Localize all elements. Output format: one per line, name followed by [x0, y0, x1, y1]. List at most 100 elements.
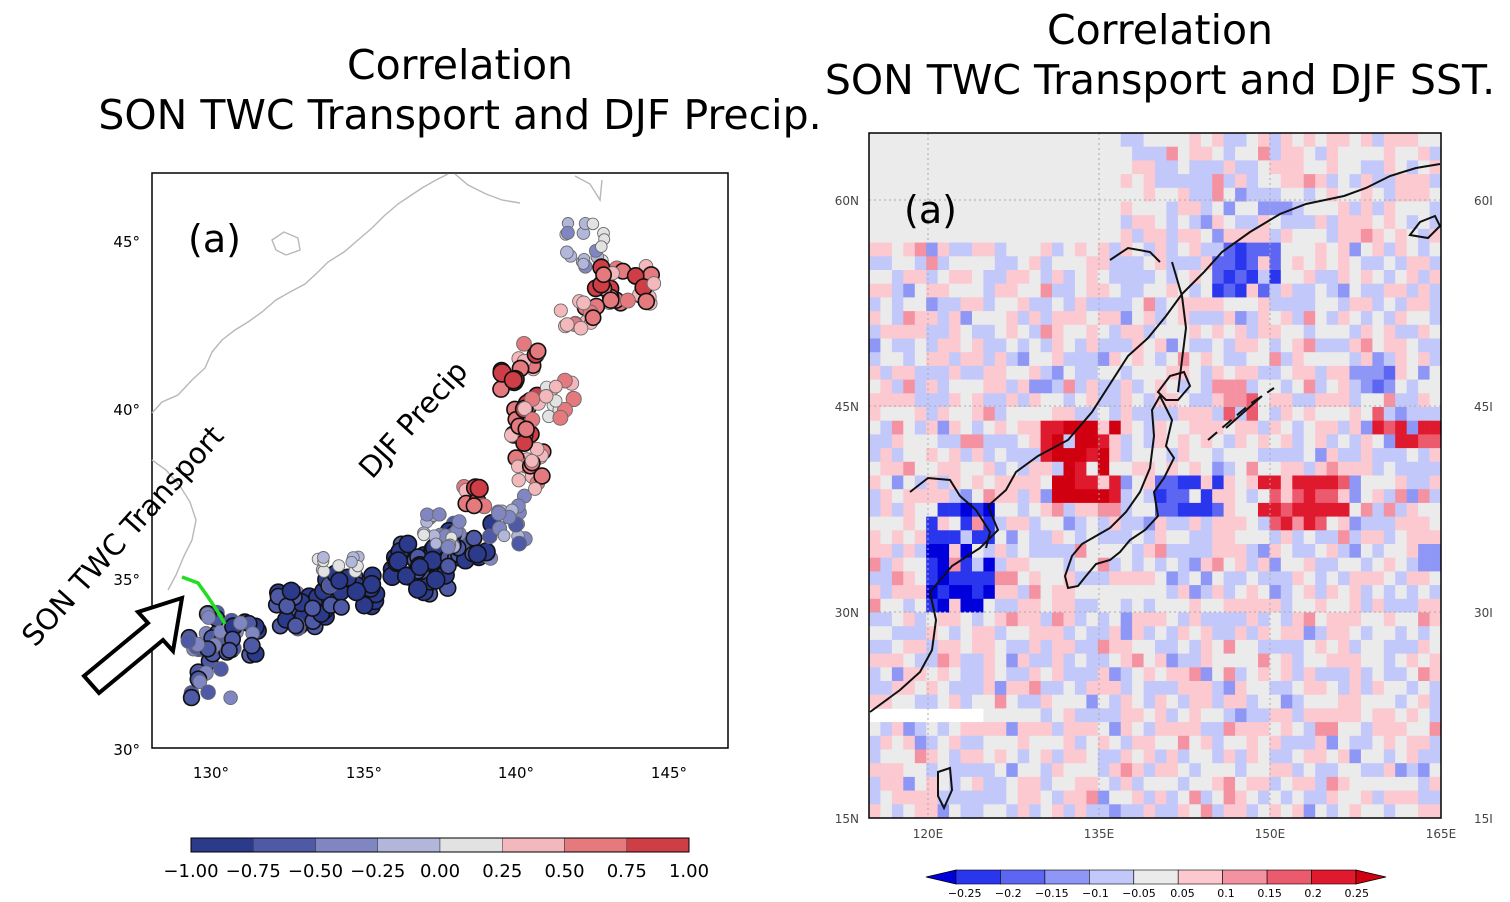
sst-grid-cell: [1338, 502, 1350, 517]
sst-grid-cell: [1395, 667, 1407, 682]
sst-grid-cell: [1200, 653, 1213, 668]
sst-grid-cell: [869, 502, 881, 517]
sst-grid-cell: [1395, 475, 1407, 490]
sst-grid-cell: [1097, 681, 1110, 696]
sst-grid-cell: [1109, 187, 1121, 202]
sst-grid-cell: [891, 146, 904, 161]
sst-grid-cell: [1189, 393, 1202, 408]
sst-grid-cell: [1418, 420, 1430, 435]
sst-grid-cell: [1200, 694, 1213, 709]
sst-grid-cell: [960, 215, 973, 230]
sst-grid-cell: [926, 804, 938, 819]
sst-grid-cell: [1235, 722, 1247, 737]
sst-grid-cell: [937, 694, 950, 709]
sst-grid-cell: [1315, 174, 1327, 189]
sst-grid-cell: [937, 653, 950, 668]
sst-grid-cell: [1326, 489, 1339, 504]
sst-grid-cell: [1132, 133, 1144, 148]
sst-grid-cell: [926, 201, 938, 216]
sst-grid-cell: [1406, 283, 1419, 298]
sst-grid-cell: [1074, 722, 1087, 737]
sst-grid-cell: [1040, 215, 1053, 230]
sst-grid-cell: [1155, 544, 1167, 559]
sst-grid-cell: [1395, 557, 1407, 572]
sst-grid-cell: [960, 790, 973, 805]
sst-grid-cell: [1029, 133, 1041, 148]
sst-grid-cell: [1418, 242, 1430, 257]
sst-grid-cell: [1132, 735, 1144, 750]
sst-grid-cell: [1189, 681, 1202, 696]
sst-grid-cell: [869, 420, 881, 435]
sst-grid-cell: [1155, 749, 1167, 764]
sst-grid-cell: [1074, 283, 1087, 298]
sst-grid-cell: [880, 790, 893, 805]
sst-grid-cell: [1120, 187, 1133, 202]
sst-grid-cell: [1292, 694, 1305, 709]
right-title-line1: Correlation: [1046, 6, 1274, 54]
sst-grid-cell: [1235, 365, 1247, 380]
colorbar-swatch: [1177, 869, 1223, 885]
sst-grid-cell: [1303, 379, 1316, 394]
sst-grid-cell: [1349, 461, 1362, 476]
sst-grid-cell: [1063, 653, 1076, 668]
sst-grid-cell: [1315, 653, 1327, 668]
sst-grid-cell: [1383, 365, 1396, 380]
sst-grid-cell: [1109, 694, 1121, 709]
sst-grid-cell: [1132, 639, 1144, 654]
sst-grid-cell: [949, 681, 961, 696]
sst-grid-cell: [1189, 502, 1202, 517]
sst-grid-cell: [1029, 639, 1041, 654]
sst-grid-cell: [1395, 489, 1407, 504]
sst-grid-cell: [1097, 283, 1110, 298]
sst-grid-cell: [1200, 722, 1213, 737]
sst-grid-cell: [1372, 379, 1385, 394]
sst-grid-cell: [983, 694, 996, 709]
sst-grid-cell: [869, 228, 881, 243]
sst-grid-cell: [1109, 201, 1121, 216]
sst-grid-cell: [1395, 352, 1407, 367]
sst-grid-cell: [1429, 585, 1442, 600]
sst-grid-cell: [994, 516, 1007, 531]
sst-grid-cell: [1418, 639, 1430, 654]
sst-grid-cell: [1360, 365, 1373, 380]
sst-grid-cell: [1097, 475, 1110, 490]
sst-grid-cell: [869, 735, 881, 750]
sst-grid-cell: [1349, 667, 1362, 682]
sst-grid-cell: [1109, 434, 1121, 449]
sst-grid-cell: [937, 448, 950, 463]
sst-grid-cell: [1280, 448, 1293, 463]
sst-grid-cell: [1246, 187, 1259, 202]
sst-grid-cell: [1246, 133, 1259, 148]
sst-grid-cell: [1303, 735, 1316, 750]
sst-grid-cell: [1212, 544, 1224, 559]
sst-grid-cell: [1097, 667, 1110, 682]
sst-grid-cell: [1200, 352, 1213, 367]
sst-grid-cell: [1063, 215, 1076, 230]
sst-grid-cell: [1166, 475, 1179, 490]
sst-grid-cell: [869, 763, 881, 778]
sst-grid-cell: [1189, 228, 1202, 243]
station-point: [517, 401, 533, 416]
sst-grid-cell: [1074, 365, 1087, 380]
sst-grid-cell: [1418, 228, 1430, 243]
station-point: [192, 674, 208, 689]
sst-grid-cell: [1258, 352, 1270, 367]
colorbar-swatch: [1222, 869, 1268, 885]
sst-grid-cell: [1326, 475, 1339, 490]
sst-grid-cell: [1258, 434, 1270, 449]
sst-grid-cell: [1189, 763, 1202, 778]
sst-grid-cell: [1406, 187, 1419, 202]
sst-grid-cell: [1189, 324, 1202, 339]
sst-grid-cell: [972, 283, 984, 298]
sst-grid-cell: [1177, 626, 1190, 641]
sst-grid-cell: [1326, 407, 1339, 422]
sst-grid-cell: [1258, 516, 1270, 531]
sst-grid-cell: [891, 694, 904, 709]
sst-grid-cell: [1063, 681, 1076, 696]
sst-grid-cell: [1132, 667, 1144, 682]
sst-grid-cell: [1189, 160, 1202, 175]
sst-grid-cell: [1155, 694, 1167, 709]
sst-grid-cell: [1177, 475, 1190, 490]
sst-grid-cell: [1223, 722, 1236, 737]
sst-grid-cell: [983, 407, 996, 422]
